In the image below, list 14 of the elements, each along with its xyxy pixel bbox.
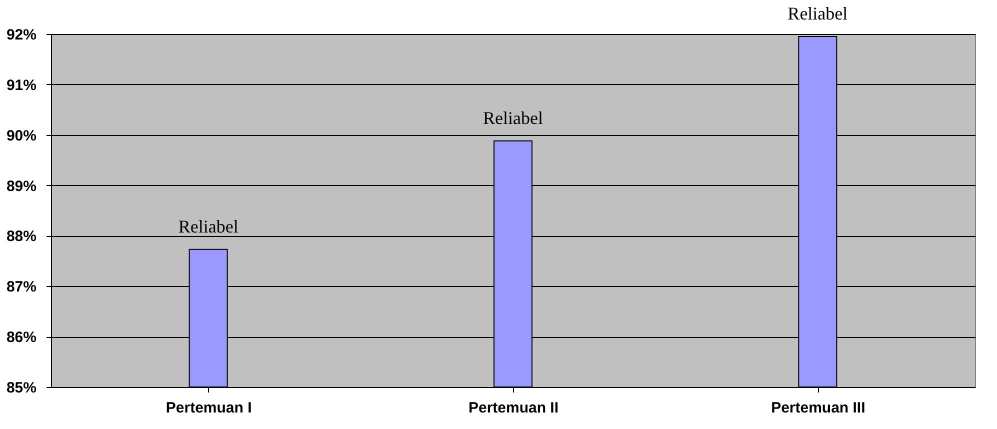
- y-tick-label: 90%: [6, 127, 36, 144]
- data-label: Reliabel: [483, 108, 543, 128]
- y-tick-label: 89%: [6, 178, 36, 195]
- x-tick-label: Pertemuan I: [166, 400, 252, 416]
- y-tick-label: 86%: [6, 329, 36, 346]
- y-tick-label: 88%: [6, 228, 36, 246]
- y-tick-label: 85%: [6, 380, 36, 396]
- data-label: Reliabel: [178, 216, 238, 236]
- y-tick-label: 92%: [6, 26, 36, 44]
- y-tick-label: 91%: [6, 76, 36, 94]
- y-tick-label: 87%: [6, 278, 36, 296]
- x-tick-label: Pertemuan II: [468, 400, 559, 416]
- data-label: Reliabel: [788, 4, 848, 24]
- x-tick-label: Pertemuan III: [771, 400, 866, 416]
